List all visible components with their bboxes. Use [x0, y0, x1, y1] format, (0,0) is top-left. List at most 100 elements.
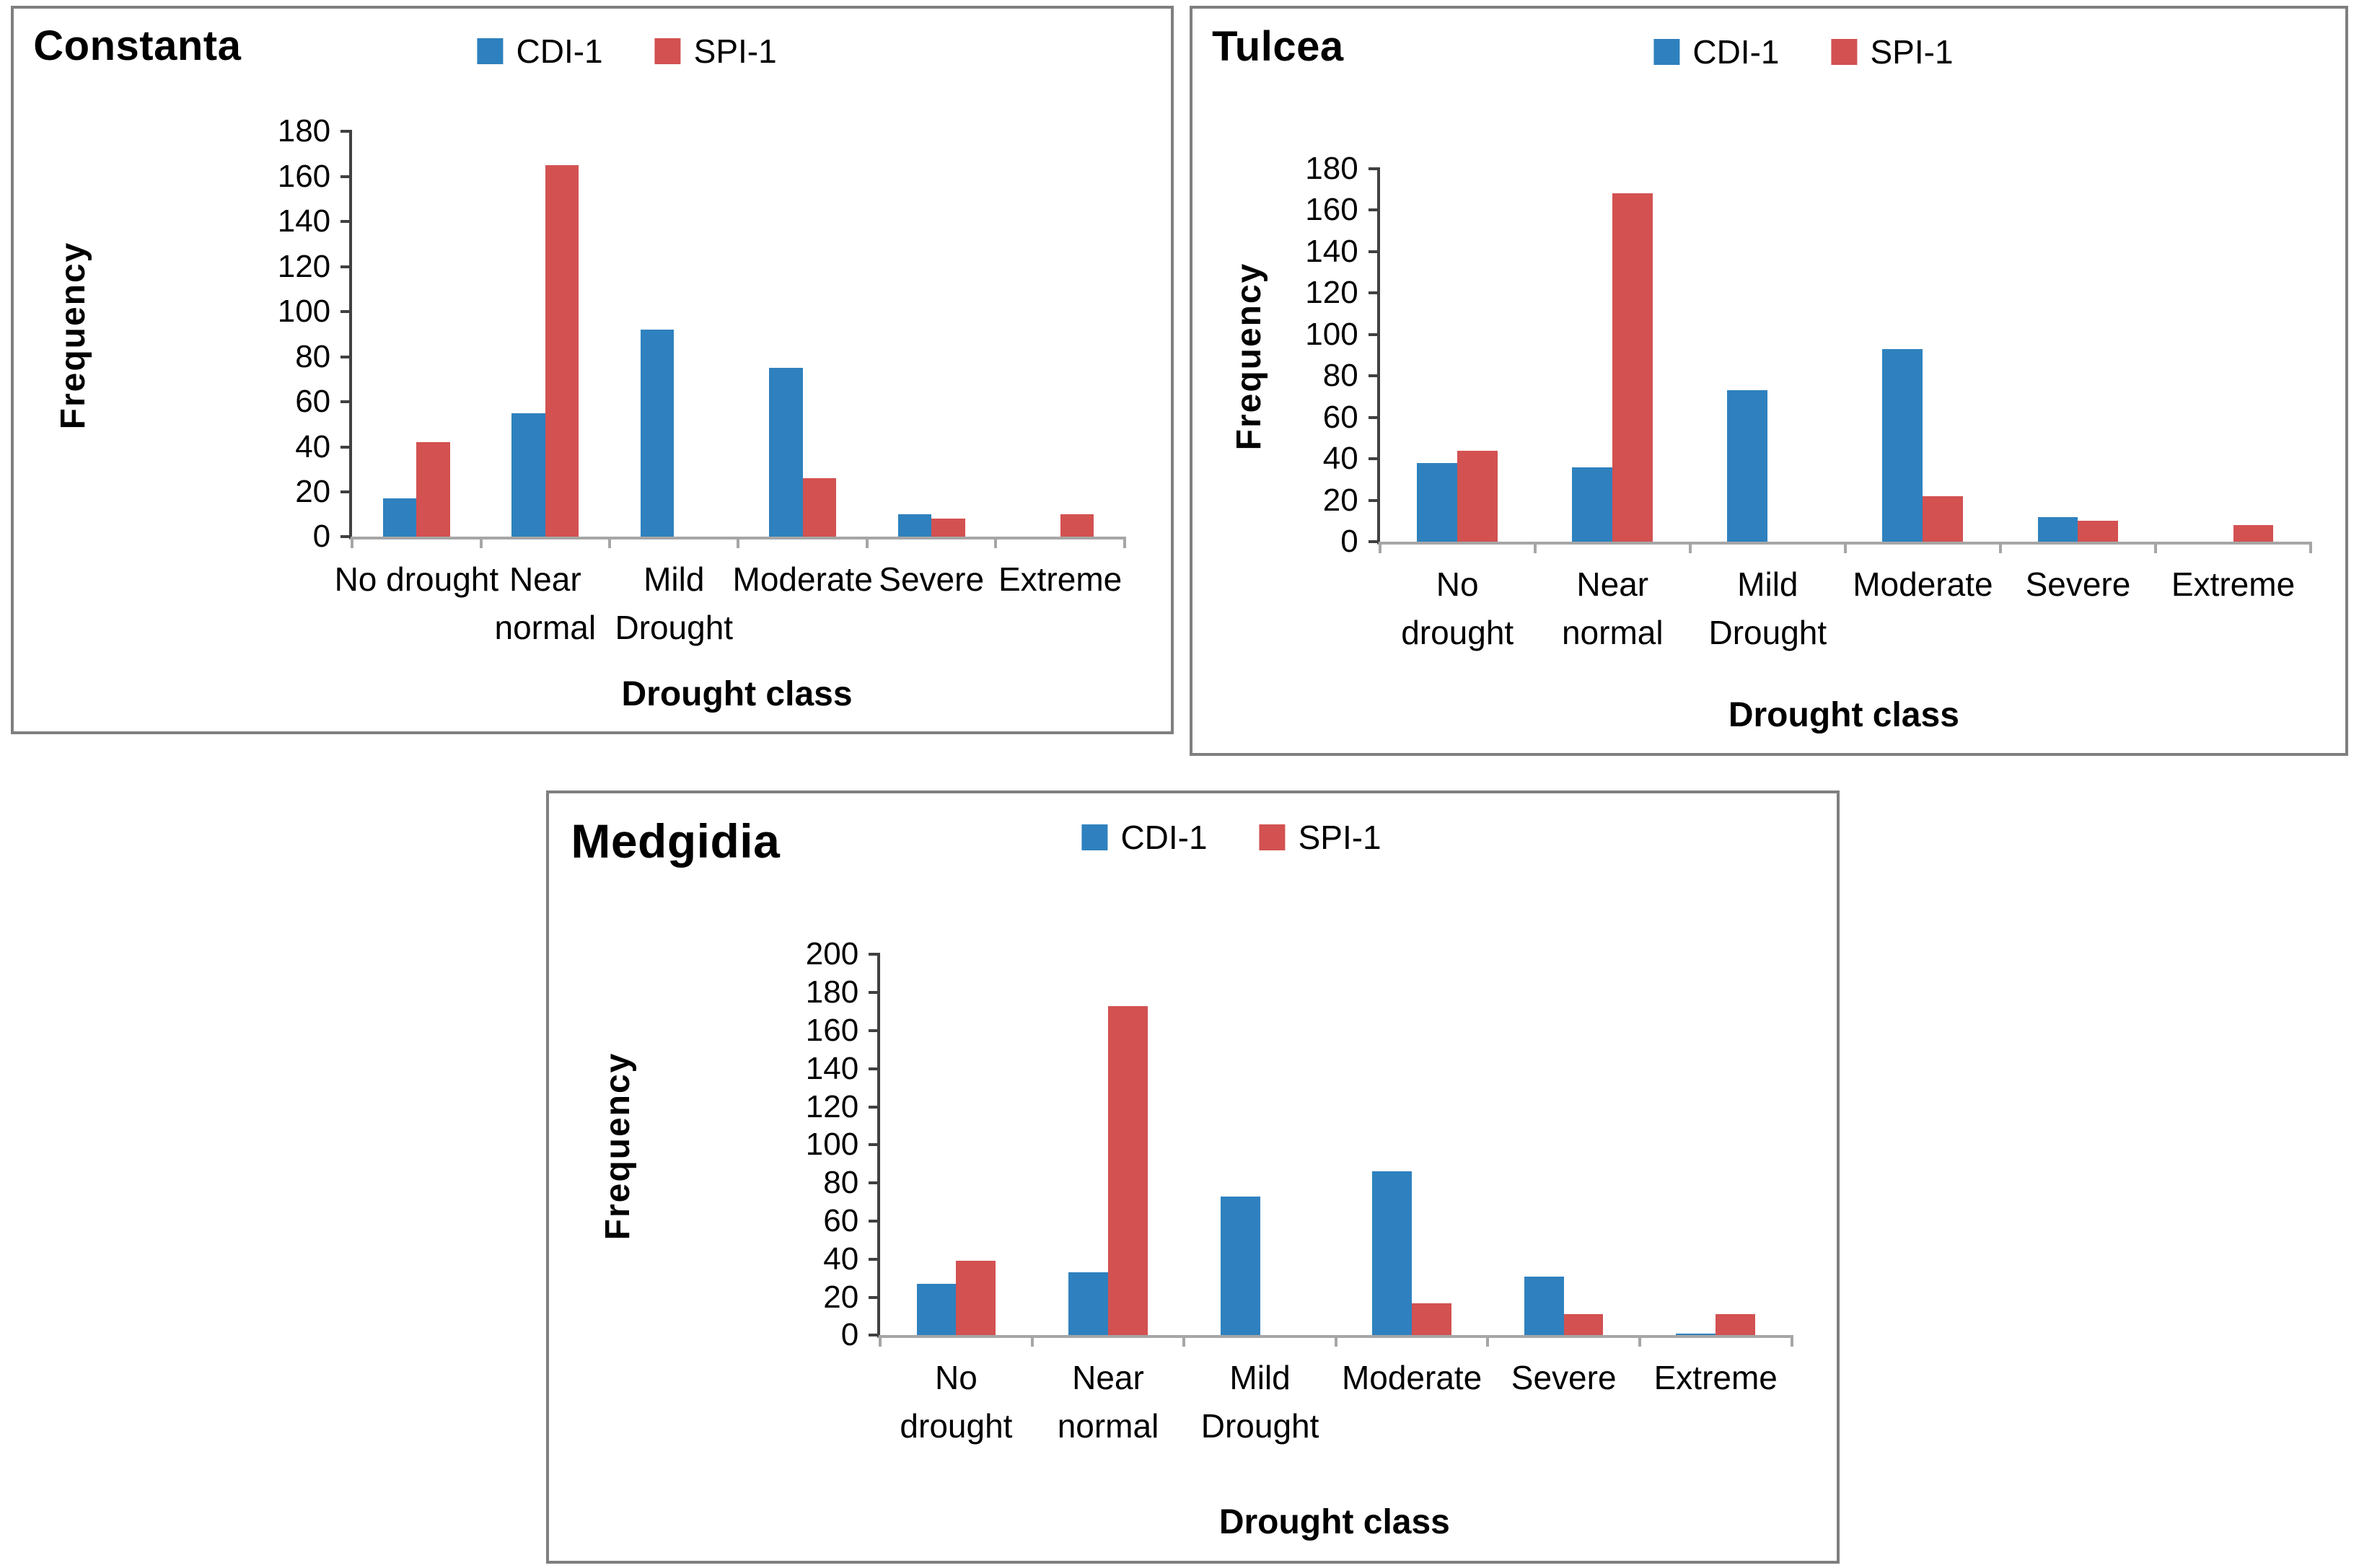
legend-label-spi: SPI-1 — [693, 32, 777, 71]
y-tick-label: 40 — [295, 428, 331, 464]
legend-label-cdi: CDI-1 — [516, 32, 603, 71]
y-tick-label: 0 — [840, 1317, 859, 1353]
category-label: Severe — [1511, 1359, 1617, 1397]
x-tick-mark — [1533, 542, 1537, 554]
y-tick-label: 140 — [1305, 233, 1358, 269]
y-axis-title: Frequency — [53, 242, 92, 430]
y-tick-mark — [341, 220, 353, 224]
bar-spi-1-moderate — [1923, 495, 1964, 542]
legend-item-spi: SPI-1 — [1831, 32, 1954, 71]
y-tick-mark — [341, 535, 353, 539]
bar-cdi-1-mild-drought — [1727, 390, 1768, 542]
y-tick-mark — [341, 130, 353, 133]
y-tick-label: 160 — [1305, 192, 1358, 228]
legend-swatch-spi-icon — [1831, 39, 1858, 66]
bar-spi-1-severe — [1563, 1314, 1604, 1336]
y-tick-mark — [869, 1029, 881, 1033]
y-tick-mark — [869, 1067, 881, 1070]
bar-spi-1-no-drought — [416, 442, 450, 537]
bar-spi-1-extreme — [1716, 1314, 1755, 1336]
x-tick-mark — [479, 537, 483, 549]
x-tick-mark — [1182, 1335, 1186, 1347]
category-label: No drought — [900, 1359, 1013, 1445]
bar-spi-1-moderate — [1412, 1303, 1451, 1336]
chart-legend: CDI-1 SPI-1 — [477, 32, 777, 71]
legend-swatch-cdi-icon — [1653, 39, 1680, 66]
y-tick-mark — [1368, 332, 1380, 336]
y-tick-mark — [1368, 498, 1380, 502]
bar-spi-1-no-drought — [1457, 450, 1498, 542]
y-tick-label: 120 — [1305, 275, 1358, 311]
y-tick-mark — [1368, 374, 1380, 378]
y-tick-mark — [869, 1295, 881, 1299]
y-tick-label: 60 — [1322, 399, 1358, 435]
category-label: Severe — [2025, 565, 2131, 604]
legend-item-cdi: CDI-1 — [1081, 818, 1208, 857]
y-tick-label: 60 — [295, 384, 331, 420]
x-tick-mark — [879, 1335, 882, 1347]
y-tick-mark — [341, 355, 353, 358]
y-tick-label: 80 — [823, 1165, 859, 1201]
legend-item-cdi: CDI-1 — [477, 32, 603, 71]
bar-cdi-1-moderate — [1372, 1171, 1413, 1336]
y-tick-mark — [869, 1181, 881, 1185]
x-tick-mark — [2153, 542, 2157, 554]
x-tick-mark — [865, 537, 869, 549]
bar-spi-1-near-normal — [1108, 1005, 1148, 1336]
bar-spi-1-extreme — [1060, 514, 1094, 537]
bar-cdi-1-mild-drought — [640, 330, 675, 537]
y-tick-mark — [1368, 250, 1380, 253]
bar-cdi-1-near-normal — [1068, 1272, 1108, 1336]
bar-cdi-1-severe — [897, 514, 932, 537]
y-tick-mark — [1368, 457, 1380, 461]
bar-cdi-1-moderate — [1882, 348, 1923, 542]
y-tick-label: 60 — [823, 1203, 859, 1239]
y-tick-mark — [869, 1143, 881, 1147]
x-tick-mark — [1638, 1335, 1641, 1347]
bar-cdi-1-near-normal — [511, 413, 545, 537]
legend-swatch-cdi-icon — [477, 38, 504, 65]
category-label: Moderate — [732, 560, 873, 599]
bar-cdi-1-no-drought — [1417, 462, 1458, 542]
legend-swatch-spi-icon — [654, 38, 681, 65]
chart-title: Tulcea — [1212, 22, 1344, 70]
legend-swatch-cdi-icon — [1081, 824, 1108, 851]
x-tick-mark — [351, 537, 354, 549]
y-tick-label: 200 — [805, 936, 859, 972]
y-tick-label: 20 — [823, 1279, 859, 1315]
y-axis-title: Frequency — [598, 1052, 637, 1241]
bar-spi-1-severe — [2078, 521, 2119, 542]
y-tick-mark — [341, 175, 353, 178]
plot-area: 0 20 40 60 80 100 120 140 160 180 200 No drought Nea… — [806, 938, 1793, 1445]
category-label: No drought — [1401, 565, 1514, 651]
y-tick-mark — [1368, 291, 1380, 295]
x-tick-mark — [1688, 542, 1692, 554]
y-tick-label: 120 — [805, 1088, 859, 1124]
legend-swatch-spi-icon — [1259, 824, 1286, 851]
bar-cdi-1-near-normal — [1572, 467, 1613, 542]
y-tick-mark — [1368, 415, 1380, 419]
x-tick-mark — [1790, 1335, 1793, 1347]
y-tick-label: 180 — [1305, 150, 1358, 186]
chart-panel-constanta: Constanta CDI-1 SPI-1 0 20 40 60 80 100 120 140… — [11, 6, 1174, 734]
legend-label-spi: SPI-1 — [1298, 819, 1381, 857]
chart-title: Medgidia — [571, 814, 781, 868]
category-label: Moderate — [1853, 565, 1993, 604]
x-tick-mark — [1123, 537, 1126, 549]
y-tick-label: 40 — [823, 1241, 859, 1277]
x-tick-mark — [1998, 542, 2002, 554]
category-label: Near normal — [494, 560, 597, 647]
category-label: Mild Drought — [1200, 1359, 1319, 1445]
x-tick-mark — [1334, 1335, 1337, 1347]
legend-item-spi: SPI-1 — [654, 32, 777, 71]
chart-legend: CDI-1 SPI-1 — [1653, 32, 1954, 71]
category-label: Extreme — [2171, 565, 2296, 604]
bar-spi-1-near-normal — [1612, 193, 1653, 542]
x-tick-mark — [2309, 542, 2313, 554]
y-tick-label: 140 — [805, 1050, 859, 1086]
y-tick-mark — [1368, 167, 1380, 170]
category-label: Severe — [879, 560, 985, 599]
category-label: Extreme — [1653, 1359, 1778, 1397]
y-tick-mark — [341, 265, 353, 268]
